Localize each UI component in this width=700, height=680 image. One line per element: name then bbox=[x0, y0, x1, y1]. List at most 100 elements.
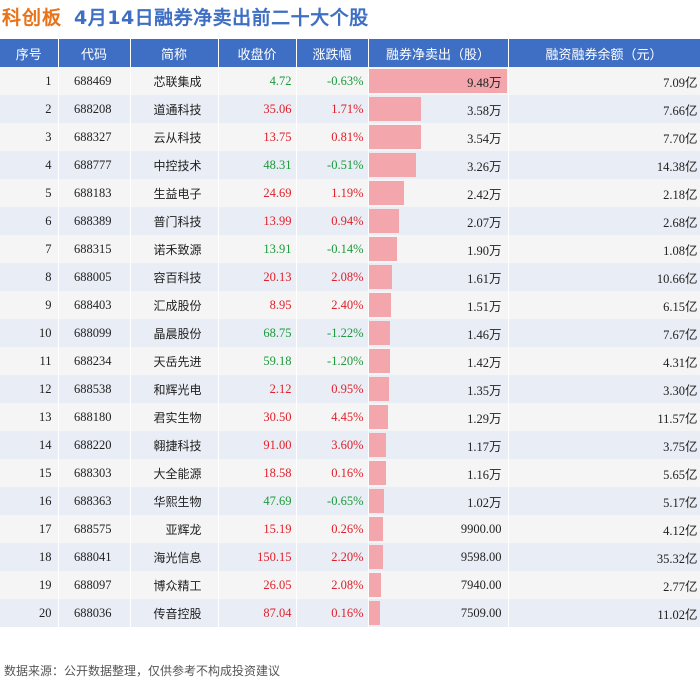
change-cell: 2.08% bbox=[296, 263, 369, 291]
net-short-sell-value: 1.42万 bbox=[467, 355, 502, 370]
name-cell: 道通科技 bbox=[130, 95, 219, 123]
code-cell: 688180 bbox=[58, 403, 131, 431]
change-cell: -0.51% bbox=[296, 151, 369, 179]
rank-cell: 15 bbox=[0, 459, 59, 487]
close-price-cell: 13.91 bbox=[218, 235, 297, 263]
margin-balance-cell: 7.66亿 bbox=[508, 95, 700, 123]
net-short-sell-value: 2.42万 bbox=[467, 187, 502, 202]
title-bar: 科创板 4月14日融券净卖出前二十大个股 bbox=[0, 0, 700, 38]
table-row: 17 688575 亚辉龙 15.19 0.26% 9900.00 4.12亿 bbox=[0, 515, 700, 543]
table-row: 13 688180 君实生物 30.50 4.45% 1.29万 11.57亿 bbox=[0, 403, 700, 431]
net-short-sell-cell: 1.16万 bbox=[368, 459, 509, 487]
table-row: 4 688777 中控技术 48.31 -0.51% 3.26万 14.38亿 bbox=[0, 151, 700, 179]
name-cell: 海光信息 bbox=[130, 543, 219, 571]
rank-cell: 17 bbox=[0, 515, 59, 543]
margin-balance-cell: 7.09亿 bbox=[508, 67, 700, 95]
net-short-sell-cell: 1.42万 bbox=[368, 347, 509, 375]
change-cell: 0.95% bbox=[296, 375, 369, 403]
close-price-cell: 47.69 bbox=[218, 487, 297, 515]
net-short-sell-cell: 1.35万 bbox=[368, 375, 509, 403]
table-row: 11 688234 天岳先进 59.18 -1.20% 1.42万 4.31亿 bbox=[0, 347, 700, 375]
name-cell: 君实生物 bbox=[130, 403, 219, 431]
close-price-cell: 13.75 bbox=[218, 123, 297, 151]
code-cell: 688575 bbox=[58, 515, 131, 543]
table-row: 1 688469 芯联集成 4.72 -0.63% 9.48万 7.09亿 bbox=[0, 67, 700, 95]
net-short-sell-bar bbox=[368, 489, 384, 513]
net-short-sell-value: 3.54万 bbox=[467, 131, 502, 146]
net-short-sell-value: 9900.00 bbox=[460, 521, 502, 536]
rank-cell: 12 bbox=[0, 375, 59, 403]
change-cell: 2.40% bbox=[296, 291, 369, 319]
rank-cell: 5 bbox=[0, 179, 59, 207]
net-short-sell-cell: 3.54万 bbox=[368, 123, 509, 151]
margin-balance-cell: 6.15亿 bbox=[508, 291, 700, 319]
name-cell: 博众精工 bbox=[130, 571, 219, 599]
table-row: 3 688327 云从科技 13.75 0.81% 3.54万 7.70亿 bbox=[0, 123, 700, 151]
close-price-cell: 2.12 bbox=[218, 375, 297, 403]
change-cell: -0.65% bbox=[296, 487, 369, 515]
net-short-sell-bar bbox=[368, 349, 390, 373]
header-code: 代码 bbox=[58, 39, 131, 67]
code-cell: 688315 bbox=[58, 235, 131, 263]
name-cell: 华熙生物 bbox=[130, 487, 219, 515]
table-row: 2 688208 道通科技 35.06 1.71% 3.58万 7.66亿 bbox=[0, 95, 700, 123]
rank-cell: 2 bbox=[0, 95, 59, 123]
rank-cell: 3 bbox=[0, 123, 59, 151]
close-price-cell: 24.69 bbox=[218, 179, 297, 207]
rank-cell: 7 bbox=[0, 235, 59, 263]
margin-balance-cell: 7.67亿 bbox=[508, 319, 700, 347]
rank-cell: 19 bbox=[0, 571, 59, 599]
close-price-cell: 13.99 bbox=[218, 207, 297, 235]
header-change: 涨跌幅 bbox=[296, 39, 369, 67]
name-cell: 诺禾致源 bbox=[130, 235, 219, 263]
margin-balance-cell: 7.70亿 bbox=[508, 123, 700, 151]
close-price-cell: 48.31 bbox=[218, 151, 297, 179]
rank-cell: 14 bbox=[0, 431, 59, 459]
table-row: 8 688005 容百科技 20.13 2.08% 1.61万 10.66亿 bbox=[0, 263, 700, 291]
name-cell: 传音控股 bbox=[130, 599, 219, 627]
table-row: 18 688041 海光信息 150.15 2.20% 9598.00 35.32亿 bbox=[0, 543, 700, 571]
code-cell: 688327 bbox=[58, 123, 131, 151]
net-short-sell-cell: 7509.00 bbox=[368, 599, 509, 627]
change-cell: 0.94% bbox=[296, 207, 369, 235]
margin-balance-cell: 2.77亿 bbox=[508, 571, 700, 599]
net-short-sell-cell: 1.51万 bbox=[368, 291, 509, 319]
table-row: 19 688097 博众精工 26.05 2.08% 7940.00 2.77亿 bbox=[0, 571, 700, 599]
rank-cell: 10 bbox=[0, 319, 59, 347]
code-cell: 688403 bbox=[58, 291, 131, 319]
code-cell: 688036 bbox=[58, 599, 131, 627]
page-title: 4月14日融券净卖出前二十大个股 bbox=[74, 7, 369, 29]
net-short-sell-bar bbox=[368, 237, 397, 261]
margin-balance-cell: 2.18亿 bbox=[508, 179, 700, 207]
margin-balance-cell: 4.31亿 bbox=[508, 347, 700, 375]
header-margin-balance: 融资融券余额（元） bbox=[508, 39, 700, 67]
name-cell: 芯联集成 bbox=[130, 67, 219, 95]
name-cell: 翱捷科技 bbox=[130, 431, 219, 459]
rank-cell: 8 bbox=[0, 263, 59, 291]
rank-cell: 1 bbox=[0, 67, 59, 95]
close-price-cell: 30.50 bbox=[218, 403, 297, 431]
net-short-sell-cell: 9.48万 bbox=[368, 67, 509, 95]
net-short-sell-bar bbox=[368, 153, 416, 177]
net-short-sell-value: 2.07万 bbox=[467, 215, 502, 230]
net-short-sell-cell: 7940.00 bbox=[368, 571, 509, 599]
name-cell: 晶晨股份 bbox=[130, 319, 219, 347]
rank-cell: 11 bbox=[0, 347, 59, 375]
change-cell: 1.19% bbox=[296, 179, 369, 207]
code-cell: 688097 bbox=[58, 571, 131, 599]
header-name: 简称 bbox=[130, 39, 219, 67]
rank-cell: 6 bbox=[0, 207, 59, 235]
name-cell: 普门科技 bbox=[130, 207, 219, 235]
close-price-cell: 8.95 bbox=[218, 291, 297, 319]
code-cell: 688041 bbox=[58, 543, 131, 571]
net-short-sell-value: 1.16万 bbox=[467, 467, 502, 482]
net-short-sell-value: 1.46万 bbox=[467, 327, 502, 342]
header-close-price: 收盘价 bbox=[218, 39, 297, 67]
name-cell: 天岳先进 bbox=[130, 347, 219, 375]
name-cell: 中控技术 bbox=[130, 151, 219, 179]
net-short-sell-cell: 1.29万 bbox=[368, 403, 509, 431]
board-tag: 科创板 bbox=[2, 7, 63, 29]
close-price-cell: 26.05 bbox=[218, 571, 297, 599]
net-short-sell-cell: 1.90万 bbox=[368, 235, 509, 263]
net-short-sell-bar bbox=[368, 265, 392, 289]
